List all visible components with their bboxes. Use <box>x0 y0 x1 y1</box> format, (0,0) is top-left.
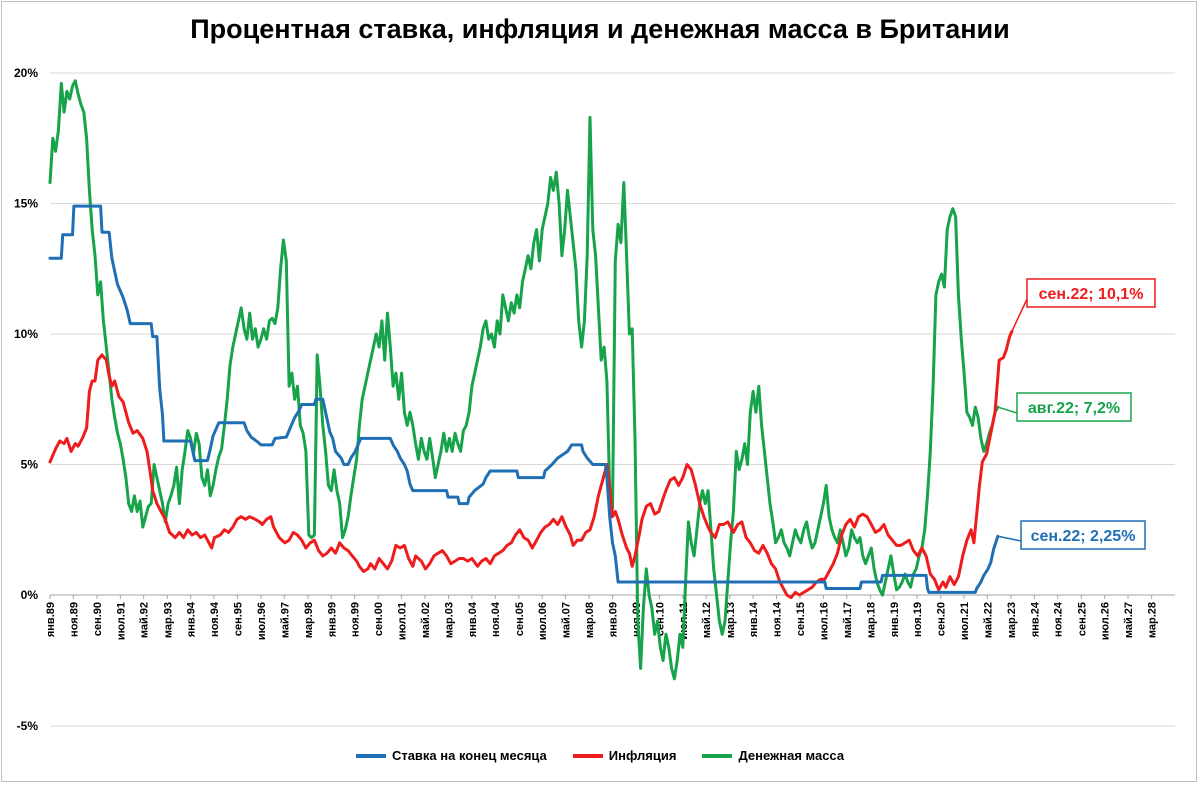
y-tick-label: 10% <box>14 327 38 341</box>
x-tick-label: июл.91 <box>115 602 127 640</box>
x-tick-label: ноя.89 <box>68 602 80 637</box>
annotation-box <box>1016 392 1132 422</box>
legend-label-inflation: Инфляция <box>608 748 677 763</box>
x-tick-label: янв.94 <box>186 601 198 637</box>
annotation-label: авг.22; 7,2% <box>1028 400 1120 417</box>
x-tick-label: сен.20 <box>936 602 948 636</box>
x-tick-label: июл.26 <box>1100 602 1112 640</box>
y-tick-label: 20% <box>14 66 38 80</box>
x-tick-label: сен.05 <box>514 602 526 636</box>
x-tick-label: мар.23 <box>1006 602 1018 638</box>
x-tick-label: июл.01 <box>397 602 409 640</box>
x-tick-label: июл.96 <box>256 602 268 640</box>
x-tick-label: ноя.94 <box>209 601 221 637</box>
x-tick-label: июл.06 <box>537 602 549 640</box>
series-line-0 <box>48 204 1000 594</box>
chart-legend: Ставка на конец месяца Инфляция Денежная… <box>0 748 1200 763</box>
x-tick-label: мар.13 <box>725 602 737 638</box>
chart-title: Процентная ставка, инфляция и денежная м… <box>190 14 1010 44</box>
x-tick-label: мар.03 <box>444 602 456 638</box>
legend-label-rate: Ставка на конец месяца <box>391 748 547 763</box>
x-tick-label: янв.04 <box>467 601 479 637</box>
annotation-label: сен.22; 10,1% <box>1039 286 1144 303</box>
series-line-2 <box>48 79 1000 681</box>
x-tick-label: май.92 <box>139 602 151 638</box>
annotation-leader <box>997 535 1022 542</box>
y-tick-label: -5% <box>17 719 39 733</box>
x-tick-label: сен.25 <box>1076 602 1088 636</box>
x-tick-label: сен.90 <box>92 602 104 636</box>
x-tick-label: янв.99 <box>326 602 338 637</box>
x-tick-label: мар.98 <box>303 602 315 638</box>
x-tick-label: янв.19 <box>889 602 901 637</box>
annotation-box <box>1020 520 1146 550</box>
x-tick-label: май.07 <box>561 602 573 638</box>
annotation-box <box>1026 278 1156 308</box>
x-tick-label: сен.00 <box>373 602 385 636</box>
x-tick-label: янв.24 <box>1029 601 1041 637</box>
x-tick-label: мар.18 <box>865 602 877 638</box>
legend-swatch-inflation <box>572 753 603 758</box>
x-tick-label: сен.15 <box>795 602 807 636</box>
y-tick-label: 15% <box>14 197 38 211</box>
x-tick-label: июл.21 <box>959 602 971 640</box>
legend-item-inflation: Инфляция <box>572 748 677 763</box>
legend-swatch-money-supply <box>702 753 733 758</box>
annotation-label: сен.22; 2,25% <box>1031 528 1136 545</box>
legend-label-money-supply: Денежная масса <box>738 748 845 763</box>
legend-swatch-rate <box>355 753 386 758</box>
y-tick-label: 5% <box>21 458 39 472</box>
x-tick-label: май.22 <box>982 602 994 638</box>
x-tick-label: сен.95 <box>233 602 245 636</box>
x-tick-label: янв.14 <box>748 601 760 637</box>
annotation-leader <box>1011 298 1028 332</box>
x-tick-label: мар.08 <box>584 602 596 638</box>
y-tick-label: 0% <box>21 588 39 602</box>
x-tick-label: май.27 <box>1123 602 1135 638</box>
x-tick-label: мар.93 <box>162 602 174 638</box>
x-tick-label: янв.09 <box>608 602 620 637</box>
x-tick-label: июл.16 <box>818 602 830 640</box>
x-tick-label: мар.28 <box>1147 602 1159 638</box>
x-tick-label: ноя.24 <box>1053 601 1065 637</box>
x-tick-label: ноя.04 <box>490 601 502 637</box>
x-tick-label: янв.89 <box>45 602 57 637</box>
legend-item-rate: Ставка на конец месяца <box>355 748 547 763</box>
x-tick-label: май.02 <box>420 602 432 638</box>
x-tick-label: май.97 <box>279 602 291 638</box>
x-tick-label: ноя.14 <box>771 601 783 637</box>
annotation-leader <box>997 406 1018 414</box>
x-tick-label: май.17 <box>842 602 854 638</box>
legend-item-money-supply: Денежная масса <box>702 748 844 763</box>
x-tick-label: ноя.19 <box>912 602 924 637</box>
series-line-1 <box>48 329 1014 600</box>
x-tick-label: май.12 <box>701 602 713 638</box>
x-tick-label: ноя.99 <box>350 602 362 637</box>
